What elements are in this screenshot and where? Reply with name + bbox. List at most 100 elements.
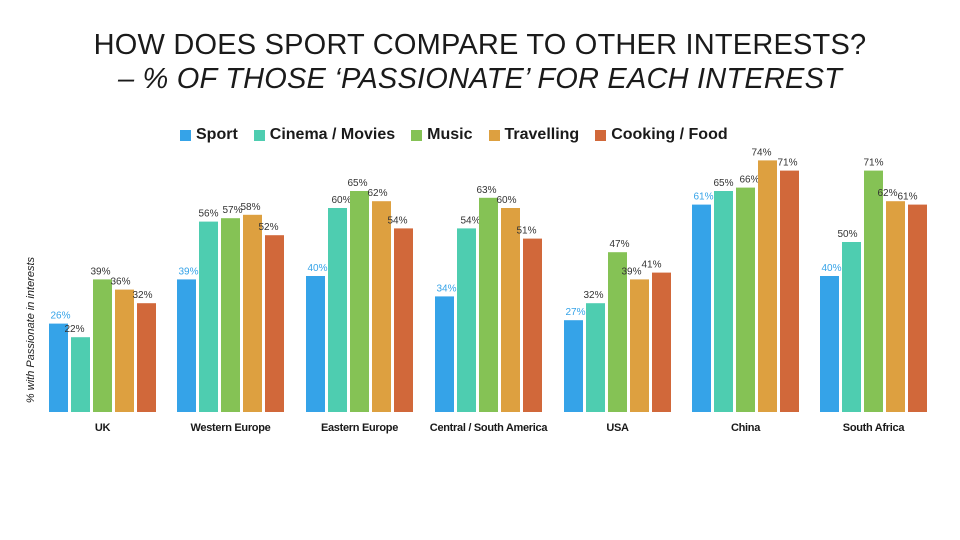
bar-group: 40% 60% 65%62% 54% Eastern Europe bbox=[306, 178, 413, 434]
bar bbox=[608, 252, 627, 412]
legend: Sport Cinema / Movies Music Travelling C… bbox=[180, 124, 728, 146]
bar bbox=[350, 191, 369, 412]
data-label: 58% bbox=[240, 202, 260, 213]
legend-item-cooking: Cooking / Food bbox=[595, 126, 728, 144]
bar bbox=[758, 160, 777, 412]
data-label: 41% bbox=[641, 260, 661, 271]
x-tick-label: Western Europe bbox=[191, 422, 271, 434]
data-label: 65% bbox=[347, 178, 367, 189]
title-line-2: – % OF THOSE ‘PASSIONATE’ FOR EACH INTER… bbox=[117, 63, 843, 95]
data-label: 65% bbox=[713, 178, 733, 189]
data-label: 62% bbox=[877, 188, 897, 199]
bar bbox=[199, 221, 218, 412]
legend-item-cinema: Cinema / Movies bbox=[253, 126, 396, 144]
bar bbox=[221, 218, 240, 412]
data-label: 71% bbox=[777, 158, 797, 169]
bar-group: 26% 22% 39%36%32% UK bbox=[49, 266, 156, 434]
bar bbox=[243, 214, 262, 412]
data-label: 52% bbox=[258, 222, 278, 233]
legend-item-music: Music bbox=[411, 126, 473, 144]
data-label: 36% bbox=[110, 277, 130, 288]
bar bbox=[71, 337, 90, 412]
bar-group: 40% 50% 71% 62% 61% South Africa bbox=[820, 158, 927, 434]
data-label: 62% bbox=[367, 188, 387, 199]
bar bbox=[306, 276, 325, 412]
bar-group: 27% 32% 47% 39%41% USA bbox=[564, 239, 671, 434]
data-label: 40% bbox=[821, 263, 841, 274]
chart-title: HOW DOES SPORT COMPARE TO OTHER INTEREST… bbox=[0, 28, 960, 96]
bar bbox=[714, 191, 733, 412]
bar bbox=[457, 228, 476, 412]
bar-group: 34% 54% 63%60% 51% Central / South America bbox=[430, 185, 549, 434]
bar bbox=[586, 303, 605, 412]
legend-swatch-music bbox=[411, 129, 423, 141]
x-tick-label: USA bbox=[606, 422, 629, 434]
bar bbox=[501, 208, 520, 412]
x-tick-label: Central / South America bbox=[430, 422, 549, 434]
bar bbox=[523, 238, 542, 412]
data-label: 39% bbox=[621, 266, 641, 277]
data-label: 71% bbox=[863, 158, 883, 169]
bar bbox=[780, 170, 799, 412]
data-label: 26% bbox=[50, 311, 70, 322]
data-label: 74% bbox=[751, 147, 771, 158]
bar bbox=[137, 303, 156, 412]
legend-label-music: Music bbox=[427, 126, 473, 143]
bar bbox=[842, 242, 861, 412]
x-tick-label: UK bbox=[95, 422, 111, 434]
data-label: 34% bbox=[436, 283, 456, 294]
title-line-1: HOW DOES SPORT COMPARE TO OTHER INTEREST… bbox=[93, 29, 867, 61]
bar bbox=[908, 204, 927, 412]
legend-label-cooking: Cooking / Food bbox=[611, 126, 728, 143]
data-label: 39% bbox=[90, 266, 110, 277]
bar bbox=[564, 320, 583, 412]
data-label: 54% bbox=[460, 215, 480, 226]
bar bbox=[435, 296, 454, 412]
data-label: 40% bbox=[307, 263, 327, 274]
bar bbox=[394, 228, 413, 412]
data-label: 56% bbox=[198, 209, 218, 220]
bar bbox=[864, 170, 883, 412]
data-label: 27% bbox=[565, 307, 585, 318]
x-tick-label: China bbox=[731, 422, 761, 434]
bar bbox=[886, 201, 905, 412]
bar bbox=[736, 187, 755, 412]
bar bbox=[93, 279, 112, 412]
legend-label-travelling: Travelling bbox=[504, 126, 580, 143]
bar bbox=[115, 289, 134, 412]
data-label: 32% bbox=[583, 290, 603, 301]
bar bbox=[479, 197, 498, 412]
data-label: 60% bbox=[331, 195, 351, 206]
data-label: 57% bbox=[222, 205, 242, 216]
legend-item-sport: Sport bbox=[180, 126, 238, 144]
legend-swatch-sport bbox=[180, 129, 191, 141]
bar bbox=[265, 235, 284, 412]
x-tick-label: Eastern Europe bbox=[321, 422, 398, 434]
data-label: 22% bbox=[64, 324, 84, 335]
x-tick-label: South Africa bbox=[843, 422, 906, 434]
bar bbox=[652, 272, 671, 412]
legend-swatch-travelling bbox=[488, 129, 500, 141]
data-label: 60% bbox=[496, 195, 516, 206]
bar bbox=[692, 204, 711, 412]
legend-label-cinema: Cinema / Movies bbox=[269, 126, 396, 143]
legend-item-travelling: Travelling bbox=[488, 126, 580, 144]
legend-swatch-cinema bbox=[253, 129, 265, 141]
data-label: 61% bbox=[897, 192, 917, 203]
legend-label-sport: Sport bbox=[196, 126, 238, 143]
data-label: 63% bbox=[476, 185, 496, 196]
bar bbox=[49, 323, 68, 412]
data-label: 61% bbox=[693, 192, 713, 203]
bar-group: 61%65% 66% 74% 71% China bbox=[692, 147, 799, 434]
data-label: 50% bbox=[837, 229, 857, 240]
data-label: 51% bbox=[516, 226, 536, 237]
legend-swatch-cooking bbox=[595, 129, 607, 141]
data-label: 47% bbox=[609, 239, 629, 250]
data-label: 39% bbox=[178, 266, 198, 277]
data-label: 32% bbox=[132, 290, 152, 301]
data-label: 66% bbox=[739, 175, 759, 186]
bar-group: 39% 56% 57%58% 52% Western Europe bbox=[177, 202, 284, 434]
bar bbox=[820, 276, 839, 412]
bar bbox=[630, 279, 649, 412]
